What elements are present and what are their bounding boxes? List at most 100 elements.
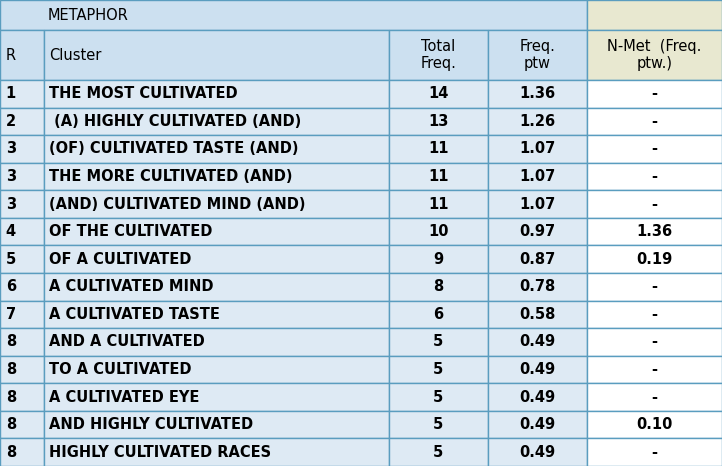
Bar <box>587 0 722 30</box>
Bar <box>587 301 722 328</box>
Text: 1.07: 1.07 <box>519 169 556 184</box>
Text: 8: 8 <box>6 335 16 350</box>
Bar <box>488 80 587 108</box>
Text: 0.10: 0.10 <box>636 417 673 432</box>
Text: (AND) CULTIVATED MIND (AND): (AND) CULTIVATED MIND (AND) <box>49 197 306 212</box>
Bar <box>0 108 43 135</box>
Text: 0.49: 0.49 <box>519 445 556 460</box>
Text: A CULTIVATED TASTE: A CULTIVATED TASTE <box>49 307 220 322</box>
Text: -: - <box>651 279 658 295</box>
Bar <box>587 411 722 439</box>
Text: 8: 8 <box>6 362 16 377</box>
Bar <box>0 411 43 439</box>
Bar <box>0 80 43 108</box>
Bar <box>488 356 587 384</box>
Bar <box>388 246 488 273</box>
Bar <box>587 80 722 108</box>
Text: 0.58: 0.58 <box>519 307 556 322</box>
Text: 8: 8 <box>6 445 16 460</box>
Bar <box>587 108 722 135</box>
Bar <box>43 80 388 108</box>
Text: 11: 11 <box>428 169 448 184</box>
Bar <box>388 328 488 356</box>
Bar <box>43 439 388 466</box>
Text: METAPHOR: METAPHOR <box>47 7 128 22</box>
Bar <box>388 301 488 328</box>
Bar <box>388 30 488 80</box>
Text: 0.97: 0.97 <box>519 224 556 239</box>
Bar <box>488 218 587 246</box>
Bar <box>587 190 722 218</box>
Bar <box>488 30 587 80</box>
Text: 1.07: 1.07 <box>519 197 556 212</box>
Text: -: - <box>651 362 658 377</box>
Bar <box>0 439 43 466</box>
Text: 10: 10 <box>428 224 448 239</box>
Text: AND HIGHLY CULTIVATED: AND HIGHLY CULTIVATED <box>49 417 253 432</box>
Text: Freq.
ptw: Freq. ptw <box>520 39 555 71</box>
Bar <box>0 384 43 411</box>
Text: (A) HIGHLY CULTIVATED (AND): (A) HIGHLY CULTIVATED (AND) <box>49 114 302 129</box>
Bar <box>0 0 587 30</box>
Bar <box>43 273 388 301</box>
Bar <box>587 246 722 273</box>
Bar <box>587 328 722 356</box>
Text: N-Met  (Freq.
ptw.): N-Met (Freq. ptw.) <box>607 39 702 71</box>
Bar <box>388 163 488 190</box>
Text: 5: 5 <box>6 252 16 267</box>
Text: 1.26: 1.26 <box>519 114 556 129</box>
Text: -: - <box>651 335 658 350</box>
Bar <box>488 301 587 328</box>
Bar <box>587 384 722 411</box>
Bar <box>388 384 488 411</box>
Text: 8: 8 <box>6 417 16 432</box>
Bar <box>388 439 488 466</box>
Text: 9: 9 <box>433 252 443 267</box>
Text: 1: 1 <box>6 86 16 101</box>
Bar <box>388 411 488 439</box>
Bar <box>488 135 587 163</box>
Bar <box>488 190 587 218</box>
Bar <box>587 273 722 301</box>
Bar <box>0 218 43 246</box>
Text: 5: 5 <box>433 390 443 404</box>
Text: 0.49: 0.49 <box>519 417 556 432</box>
Text: -: - <box>651 86 658 101</box>
Bar <box>587 356 722 384</box>
Bar <box>587 135 722 163</box>
Bar <box>0 356 43 384</box>
Text: -: - <box>651 445 658 460</box>
Bar <box>43 163 388 190</box>
Bar <box>0 190 43 218</box>
Bar <box>0 328 43 356</box>
Bar <box>0 273 43 301</box>
Text: -: - <box>651 307 658 322</box>
Bar <box>388 108 488 135</box>
Bar <box>43 328 388 356</box>
Text: 5: 5 <box>433 445 443 460</box>
Text: 3: 3 <box>6 197 16 212</box>
Bar <box>488 163 587 190</box>
Bar <box>388 218 488 246</box>
Bar <box>43 411 388 439</box>
Text: THE MOST CULTIVATED: THE MOST CULTIVATED <box>49 86 238 101</box>
Text: -: - <box>651 114 658 129</box>
Bar <box>43 218 388 246</box>
Text: 3: 3 <box>6 141 16 157</box>
Text: -: - <box>651 390 658 404</box>
Bar <box>488 246 587 273</box>
Text: AND A CULTIVATED: AND A CULTIVATED <box>49 335 205 350</box>
Text: 0.87: 0.87 <box>519 252 556 267</box>
Text: 0.49: 0.49 <box>519 335 556 350</box>
Text: -: - <box>651 141 658 157</box>
Bar <box>0 246 43 273</box>
Bar <box>43 246 388 273</box>
Bar <box>43 135 388 163</box>
Bar <box>488 439 587 466</box>
Bar <box>488 108 587 135</box>
Text: 5: 5 <box>433 335 443 350</box>
Text: 3: 3 <box>6 169 16 184</box>
Text: -: - <box>651 197 658 212</box>
Text: 0.78: 0.78 <box>519 279 556 295</box>
Bar <box>388 356 488 384</box>
